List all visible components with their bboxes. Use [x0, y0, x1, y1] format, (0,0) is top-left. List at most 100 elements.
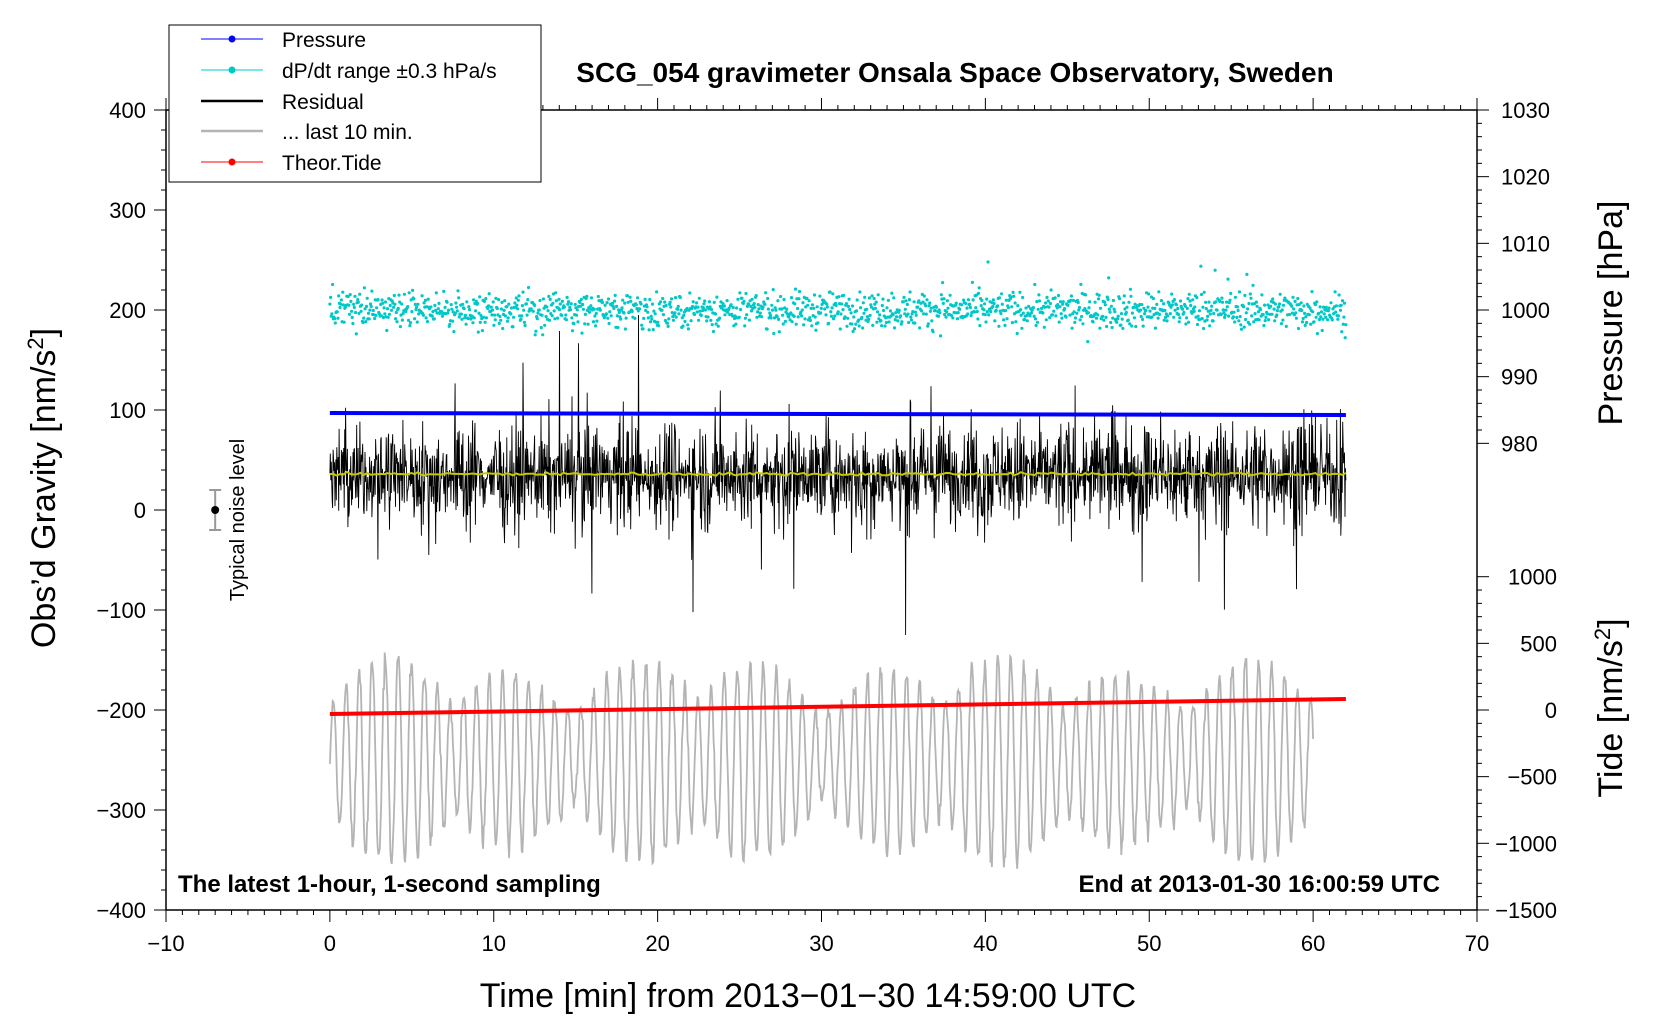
dpdt-point — [909, 315, 913, 319]
dpdt-point — [670, 311, 674, 315]
x-axis-title: Time [min] from 2013−01−30 14:59:00 UTC — [480, 977, 1136, 1015]
dpdt-point — [789, 311, 793, 315]
dpdt-point — [1195, 295, 1199, 300]
dpdt-point — [1329, 301, 1333, 305]
last10-line — [329, 652, 1314, 869]
y-left-tick-label: −400 — [96, 898, 146, 923]
dpdt-point — [407, 291, 411, 295]
dpdt-point — [729, 303, 733, 307]
dpdt-point — [819, 306, 823, 310]
dpdt-point — [927, 304, 931, 308]
dpdt-point — [1025, 314, 1029, 318]
dpdt-point — [342, 320, 346, 324]
dpdt-point — [1139, 314, 1143, 319]
dpdt-point — [1269, 304, 1273, 308]
dpdt-point — [560, 313, 564, 317]
dpdt-point — [664, 303, 668, 308]
dpdt-point — [669, 305, 673, 309]
dpdt-point — [1277, 305, 1281, 309]
dpdt-point — [1309, 322, 1313, 326]
dpdt-point — [808, 316, 812, 320]
dpdt-point — [1333, 290, 1337, 294]
dpdt-point — [1264, 315, 1268, 319]
dpdt-point — [667, 317, 671, 321]
dpdt-point — [502, 308, 506, 312]
dpdt-point — [834, 303, 838, 307]
dpdt-point — [930, 319, 934, 323]
dpdt-point — [915, 305, 920, 309]
dpdt-point — [650, 317, 654, 321]
dpdt-point — [612, 306, 616, 311]
dpdt-point — [1111, 298, 1115, 303]
dpdt-point — [669, 297, 674, 301]
dpdt-point — [499, 307, 503, 311]
dpdt-point — [998, 309, 1002, 313]
dpdt-point — [1053, 296, 1057, 300]
dpdt-point — [839, 312, 843, 316]
dpdt-point — [511, 315, 516, 319]
dpdt-point — [755, 315, 759, 319]
dpdt-point — [1107, 307, 1111, 311]
dpdt-point — [472, 298, 476, 302]
dpdt-point — [703, 299, 707, 303]
pressure-line — [329, 411, 1346, 417]
dpdt-point — [1313, 303, 1317, 307]
dpdt-point — [742, 299, 746, 303]
dpdt-point — [1270, 312, 1274, 316]
dpdt-point — [1094, 316, 1099, 320]
dpdt-point — [928, 301, 932, 305]
dpdt-point — [912, 300, 916, 304]
dpdt-point — [1061, 300, 1065, 304]
dpdt-point — [815, 305, 819, 309]
dpdt-point — [1172, 315, 1176, 319]
dpdt-point — [1273, 302, 1277, 306]
dpdt-point — [1122, 294, 1126, 298]
dpdt-point — [402, 292, 406, 296]
dpdt-point — [958, 307, 962, 311]
dpdt-point — [1232, 310, 1236, 314]
dpdt-point — [572, 322, 576, 326]
dpdt-point — [339, 302, 343, 306]
dpdt-point — [651, 328, 655, 332]
dpdt-point — [854, 309, 859, 313]
dpdt-point — [1319, 315, 1323, 319]
dpdt-point — [1102, 318, 1106, 322]
dpdt-point — [772, 316, 777, 320]
dpdt-point — [610, 301, 615, 305]
dpdt-point — [903, 307, 907, 311]
dpdt-point — [644, 308, 648, 313]
dpdt-point — [1020, 326, 1024, 330]
dpdt-point — [681, 324, 685, 328]
dpdt-point — [1063, 307, 1067, 311]
dpdt-point — [1229, 291, 1233, 295]
dpdt-point — [1206, 314, 1210, 318]
legend-last10-label: ... last 10 min. — [282, 121, 413, 144]
dpdt-point — [715, 295, 719, 299]
dpdt-point — [1083, 307, 1087, 311]
dpdt-point — [1115, 320, 1119, 324]
dpdt-point — [673, 311, 677, 315]
dpdt-point — [713, 312, 718, 316]
dpdt-point — [1311, 310, 1315, 314]
dpdt-point — [560, 299, 565, 303]
y-left-tick-label: 400 — [109, 98, 146, 123]
dpdt-point — [592, 307, 596, 311]
dpdt-point — [1343, 336, 1347, 340]
dpdt-point — [860, 315, 864, 320]
dpdt-point — [756, 310, 760, 314]
dpdt-point — [423, 298, 427, 302]
dpdt-point — [1242, 325, 1246, 329]
dpdt-point — [455, 309, 459, 313]
dpdt-point — [401, 312, 405, 316]
dpdt-point — [1188, 299, 1192, 303]
dpdt-point — [904, 299, 908, 303]
tide-title-end: ] — [1592, 618, 1630, 627]
dpdt-point — [400, 302, 404, 306]
dpdt-point — [941, 281, 945, 285]
dpdt-point — [1096, 313, 1100, 317]
dpdt-point — [476, 301, 480, 306]
dpdt-point — [1018, 290, 1022, 294]
dpdt-point — [829, 310, 833, 314]
dpdt-point — [691, 300, 695, 304]
dpdt-point — [997, 324, 1001, 328]
